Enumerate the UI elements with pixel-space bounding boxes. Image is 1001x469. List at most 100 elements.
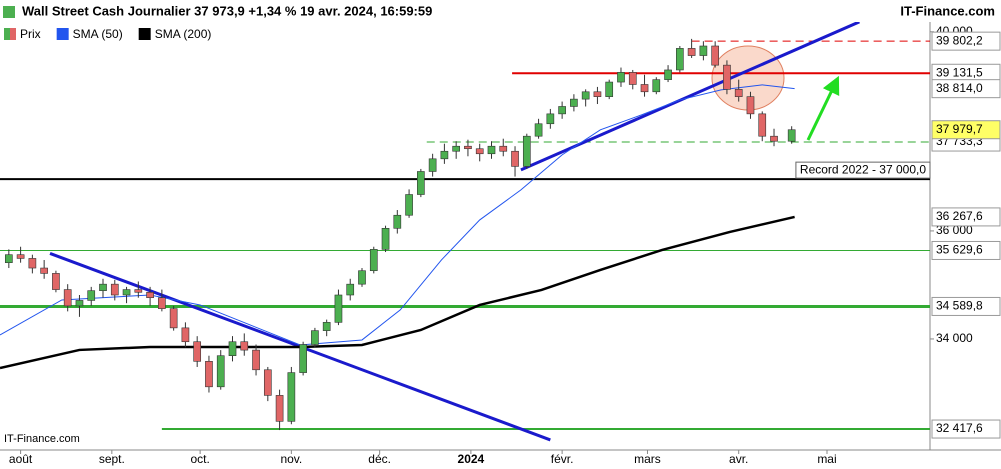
x-tick-label: sept. <box>99 452 125 466</box>
price-tag-label: 34 589,8 <box>936 299 983 313</box>
candle-body <box>75 300 84 307</box>
candle-body <box>440 150 449 160</box>
annotation: Record 2022 - 37 000,0 <box>800 162 926 176</box>
candle-body <box>240 341 249 351</box>
y-tick-label: 34 000 <box>936 331 973 345</box>
candle-body <box>52 273 60 290</box>
legend-label: SMA (50) <box>73 27 123 41</box>
candle-body <box>464 145 472 150</box>
candle-body <box>499 145 508 152</box>
candle-body <box>122 289 131 296</box>
legend-label: SMA (200) <box>155 27 212 41</box>
candle-body <box>252 349 260 371</box>
legend-label: Prix <box>20 27 41 41</box>
header <box>0 0 1001 22</box>
candle-body <box>676 48 684 71</box>
candle-body <box>770 135 778 142</box>
candle-body <box>558 106 566 115</box>
candle-body <box>534 123 543 137</box>
legend-swatch <box>4 28 10 40</box>
candle-body <box>428 158 437 172</box>
price-tag <box>931 207 1001 227</box>
candle-body <box>546 113 555 125</box>
annotation-box <box>795 161 931 179</box>
candle-body <box>522 135 531 167</box>
candle-body <box>181 327 190 343</box>
candle-body <box>146 291 154 299</box>
x-tick-label: oct. <box>190 452 209 466</box>
candle-body <box>110 283 119 296</box>
x-tick-label: 2024 <box>458 452 485 466</box>
price-tag-label: 39 131,5 <box>936 65 983 79</box>
candle-body <box>593 91 602 97</box>
x-tick-label: août <box>9 452 33 466</box>
candle-body <box>16 254 25 259</box>
candle-body <box>158 297 166 309</box>
candle-body <box>28 258 37 269</box>
price-tag-label: 35 629,6 <box>936 243 983 257</box>
candle-body <box>275 395 284 422</box>
candle-body <box>40 267 48 274</box>
candle-body <box>617 72 625 83</box>
candle-body <box>487 145 496 155</box>
candle-body <box>369 249 378 272</box>
price-tag <box>931 419 1001 439</box>
candle-body <box>381 227 390 250</box>
price-tag <box>931 120 1001 140</box>
x-tick-label: déc. <box>368 452 391 466</box>
candle-body <box>216 355 225 388</box>
price-tag <box>931 79 1001 99</box>
candle-body <box>746 96 755 115</box>
candle-body <box>63 289 72 307</box>
candle-body <box>787 129 796 142</box>
candle-body <box>723 64 731 90</box>
plot-area <box>0 22 930 442</box>
candle-body <box>711 45 719 66</box>
arrow <box>806 75 840 141</box>
candle-body <box>334 294 343 323</box>
candle-body <box>570 98 578 107</box>
candle-body <box>734 89 743 97</box>
x-tick-label: avr. <box>729 452 748 466</box>
candle-body <box>193 341 202 362</box>
price-tag-label: 37 979,7 <box>936 122 983 136</box>
candle-body <box>452 145 461 152</box>
candle-body <box>417 171 425 195</box>
candle-body <box>263 369 272 396</box>
trend-line <box>520 22 860 172</box>
chart-title: Wall Street Cash Journalier 37 973,9 +1,… <box>22 3 432 18</box>
sma-line <box>0 84 795 346</box>
candle-body <box>169 308 178 329</box>
x-tick-label: mai <box>817 452 836 466</box>
candle-body <box>228 341 237 357</box>
candle-body <box>99 283 107 291</box>
price-tag-label: 39 802,2 <box>936 33 983 47</box>
candle-body <box>699 45 708 56</box>
candle-body <box>664 69 672 80</box>
legend-swatch <box>138 28 151 40</box>
price-tag <box>931 296 1001 316</box>
candle-body <box>405 194 413 216</box>
price-tag-label: 38 814,0 <box>936 81 983 95</box>
candle-body <box>287 372 296 422</box>
candle-body <box>687 48 696 56</box>
x-tick-label: mars <box>634 452 661 466</box>
price-tag-label: 32 417,6 <box>936 421 983 435</box>
candle-body <box>393 214 402 229</box>
candle-body <box>758 113 767 137</box>
candle-body <box>346 283 355 296</box>
sma-line <box>0 215 795 370</box>
candle-body <box>358 270 366 285</box>
candle-body <box>311 330 319 345</box>
candle-body <box>640 84 649 93</box>
candle-body <box>511 150 519 167</box>
x-tick-label: nov. <box>280 452 302 466</box>
candle-body <box>299 344 307 373</box>
x-tick-label: févr. <box>551 452 574 466</box>
legend-swatch <box>10 28 16 40</box>
candle-body <box>605 81 614 97</box>
candle-body <box>475 148 484 155</box>
candle-body <box>4 254 13 263</box>
price-tag-label: 36 267,6 <box>936 209 983 223</box>
